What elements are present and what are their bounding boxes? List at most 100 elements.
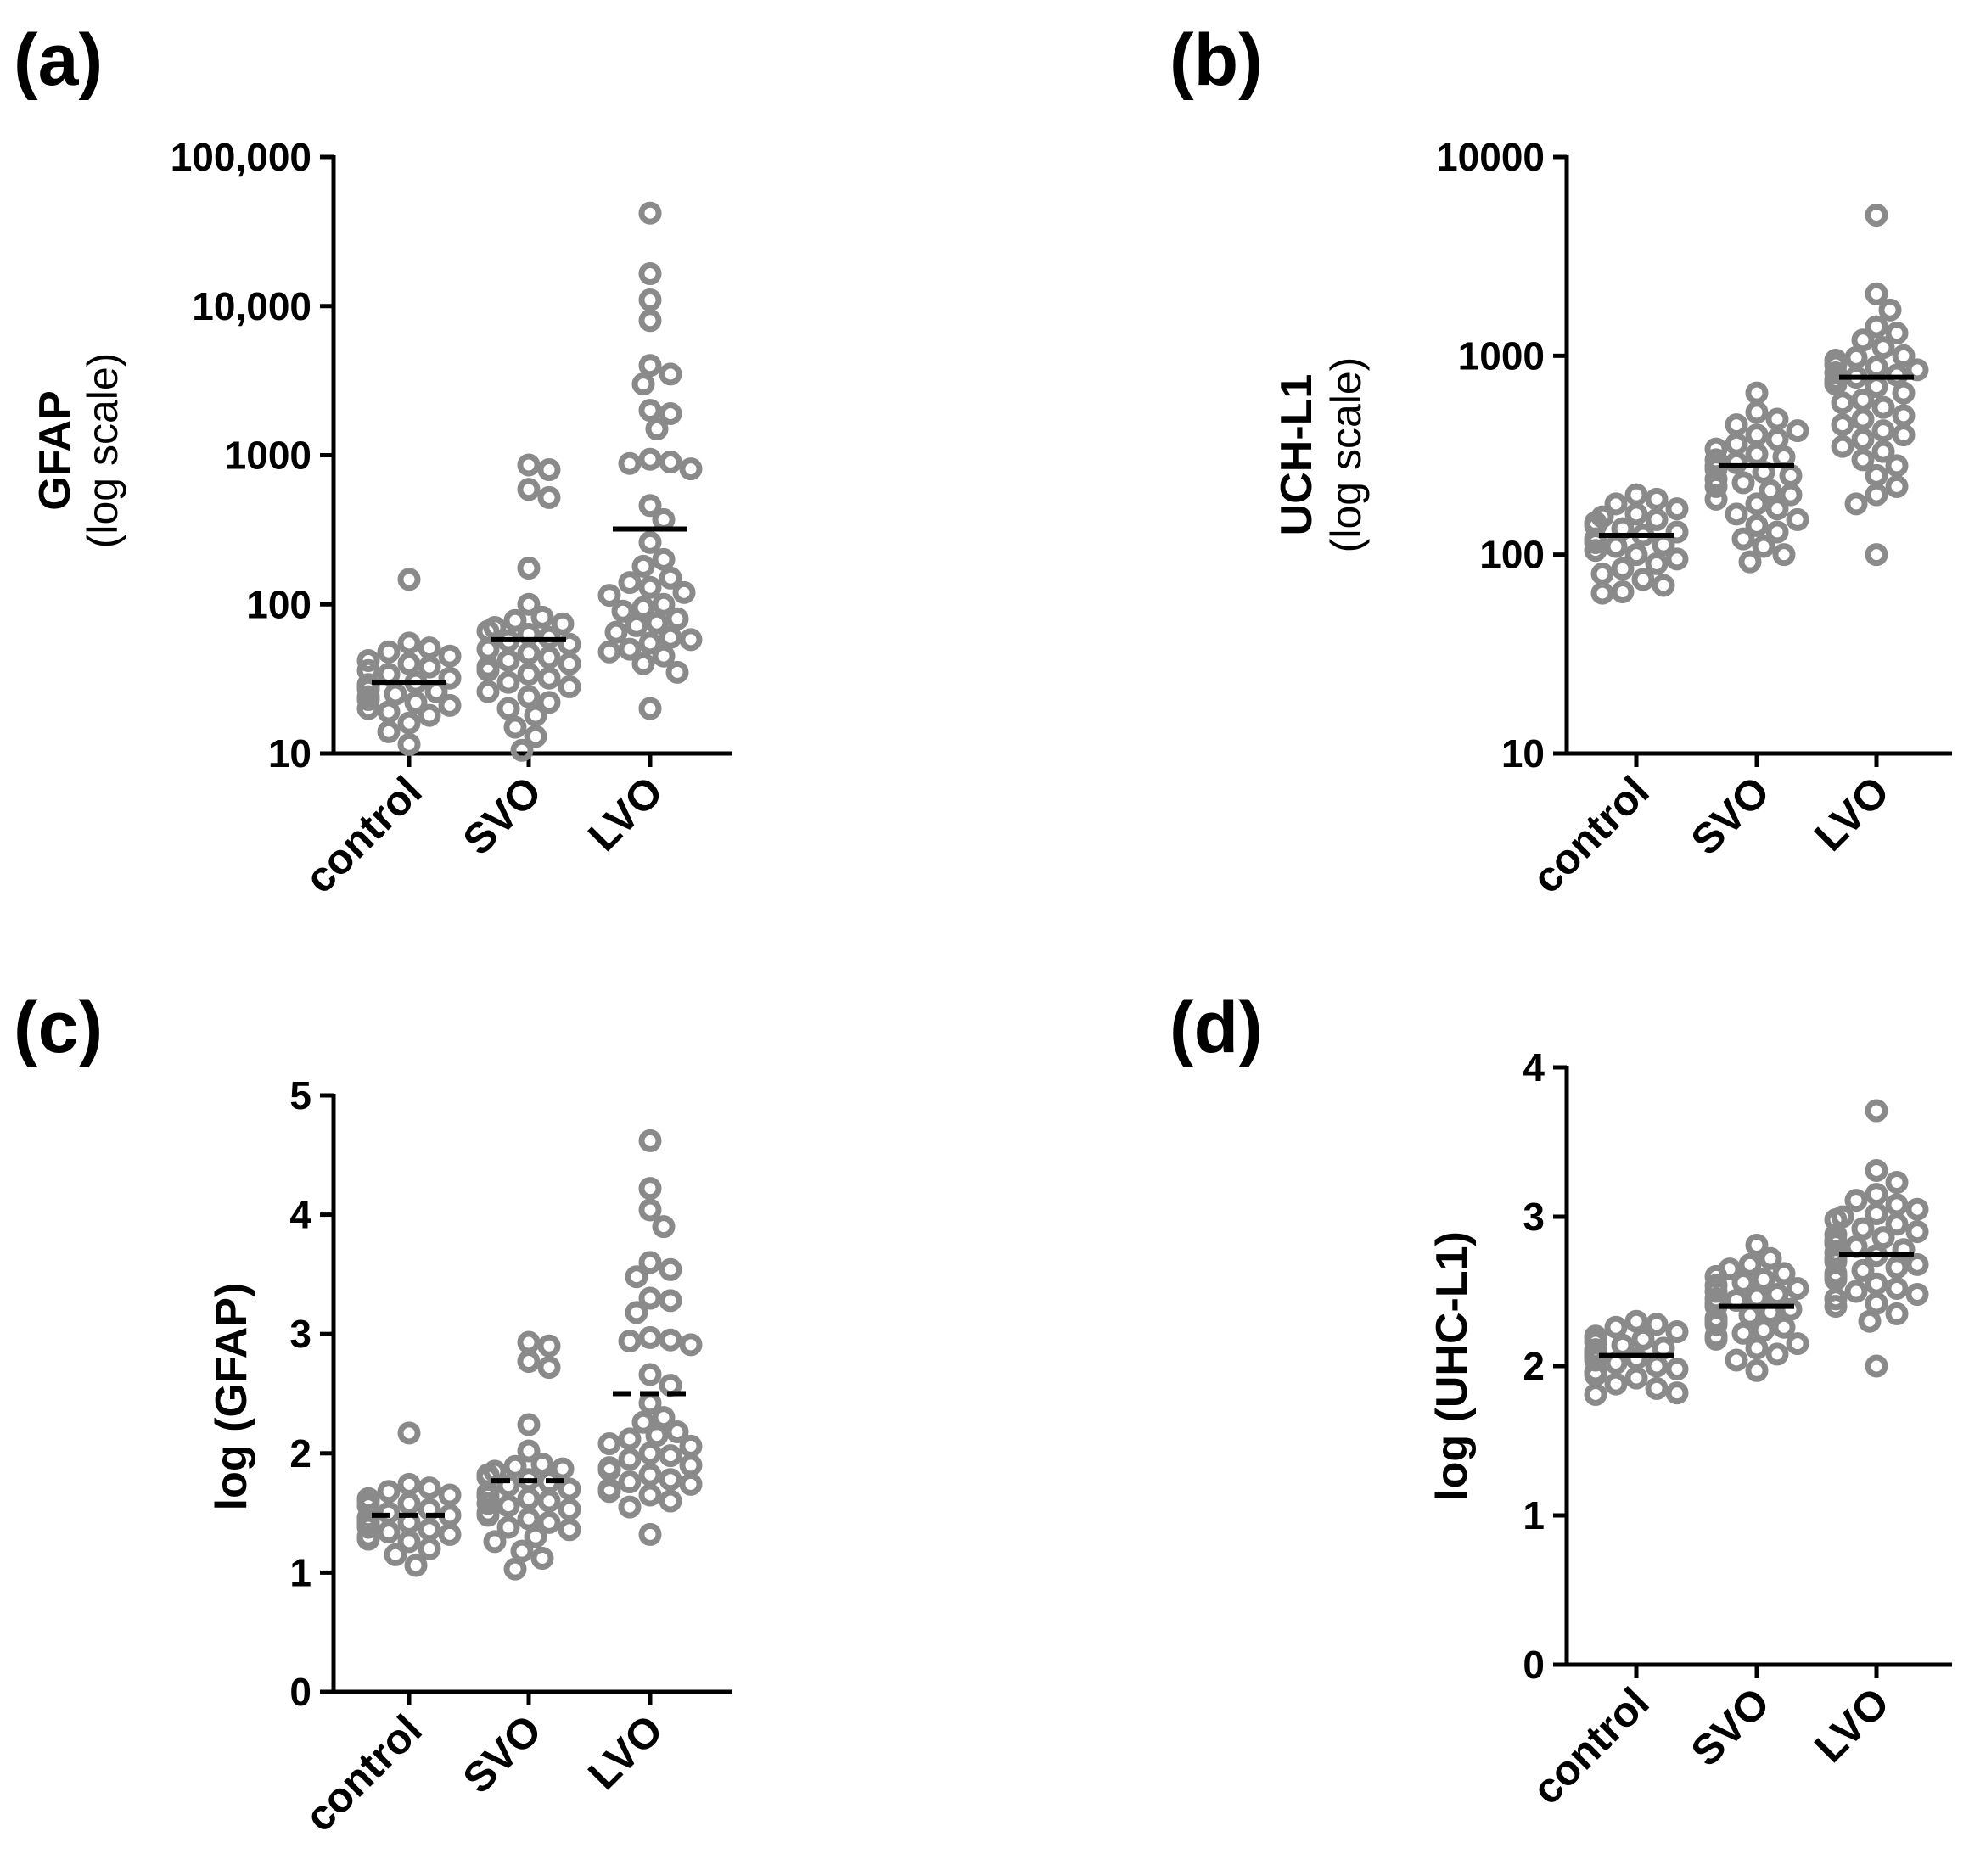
data-point-lvo [1865,204,1888,227]
data-point-svo [1731,1321,1755,1345]
data-point-lvo [631,554,655,578]
data-point-lvo [1871,440,1895,463]
data-point-lvo [1858,1309,1882,1333]
data-point-svo [517,1330,541,1354]
data-point-lvo [652,547,676,571]
data-point-lvo [631,372,655,396]
panel-label-d: (d) [1170,987,1263,1068]
x-tick-label-control: control [1523,767,1658,902]
data-point-svo [1745,1358,1769,1382]
data-point-lvo [1831,434,1854,458]
data-point-lvo [1851,428,1875,451]
data-point-lvo [659,1444,682,1468]
y-tick-label: 10 [268,731,311,776]
data-point-lvo [638,1128,662,1152]
data-point-svo [537,1489,561,1513]
data-point-control [438,1522,462,1546]
y-tick-label: 1 [289,1550,311,1594]
data-point-lvo [604,620,628,644]
data-point-svo [537,1334,561,1358]
data-point-lvo [638,1442,662,1465]
data-point-svo [496,670,520,694]
data-point-lvo [597,1432,621,1456]
data-point-svo [503,1454,527,1478]
data-point-svo [476,637,500,661]
data-point-control [397,1492,421,1515]
data-point-lvo [1851,1258,1875,1282]
data-point-svo [496,1494,520,1518]
data-point-lvo [1892,1238,1916,1262]
data-point-svo [1786,1276,1809,1300]
data-point-control [1631,568,1655,591]
data-point-lvo [638,1198,662,1222]
data-point-svo [530,605,554,629]
data-point-control [418,655,441,679]
data-point-svo [1765,428,1789,451]
data-point-lvo [1865,463,1888,487]
data-point-lvo [652,1406,676,1430]
data-point-lvo [1885,1302,1909,1325]
data-point-svo [1765,497,1789,521]
panel-a: (a) GFAP (log scale) 10 100 1000 10,000 100,… [14,20,732,903]
data-point-svo [537,1510,561,1534]
data-point-control [1624,1366,1648,1390]
data-point-svo [1786,419,1809,443]
data-point-control [1624,543,1648,567]
data-point-lvo [1905,1220,1929,1244]
data-point-control [1645,1376,1669,1400]
data-point-svo [530,1452,554,1476]
data-point-svo [537,691,561,714]
data-point-svo [503,715,527,739]
data-point-svo [517,478,541,501]
data-point-svo [1745,492,1769,516]
data-point-lvo [652,592,676,616]
data-point-control [438,693,462,717]
data-point-lvo [1865,1158,1888,1182]
data-point-lvo [1831,413,1854,437]
data-point-control [1645,1313,1669,1336]
plot-d: 0 1 2 3 4 control SVO LVO [1523,1045,1952,1814]
data-point-lvo [665,1420,689,1443]
data-point-lvo [645,611,669,635]
data-point-lvo [1844,1280,1868,1303]
data-point-lvo [1865,483,1888,507]
x-tick-label-control: control [295,767,430,902]
data-point-svo [1745,1233,1769,1257]
data-point-svo [1752,1319,1775,1342]
data-point-svo [517,453,541,477]
data-point-svo [517,663,541,686]
data-point-lvo [638,1522,662,1546]
data-point-svo [517,685,541,708]
data-point-control [418,1537,441,1560]
data-point-control [1611,580,1635,604]
data-point-lvo [659,1257,682,1281]
data-point-control [418,636,441,660]
data-point-lvo [645,417,669,441]
y-tick-label: 100 [246,582,311,626]
y-tick-label: 3 [1523,1195,1545,1239]
data-point-control [1665,1320,1689,1344]
data-point-lvo [1844,1189,1868,1212]
data-point-control [377,700,401,724]
data-point-lvo [597,640,621,664]
data-point-lvo [659,451,682,474]
data-point-svo [510,738,534,762]
data-point-svo [517,641,541,665]
data-point-lvo [1885,474,1909,498]
data-point-svo [524,1525,547,1548]
data-point-lvo [679,628,703,652]
data-point-svo [1779,483,1803,507]
data-point-control [377,1520,401,1544]
data-point-lvo [665,660,689,684]
y-axis-title-d: log (UHC-L1) [1428,1231,1477,1501]
data-point-lvo [1844,345,1868,369]
data-point-control [418,703,441,727]
data-point-svo [1704,474,1728,498]
data-point-lvo [618,1448,642,1471]
data-point-lvo [1905,1283,1929,1307]
data-point-lvo [1865,355,1888,378]
data-point-svo [1738,1303,1762,1327]
data-point-svo [1725,451,1748,474]
data-point-lvo [1851,407,1875,431]
data-point-lvo [625,1301,648,1324]
